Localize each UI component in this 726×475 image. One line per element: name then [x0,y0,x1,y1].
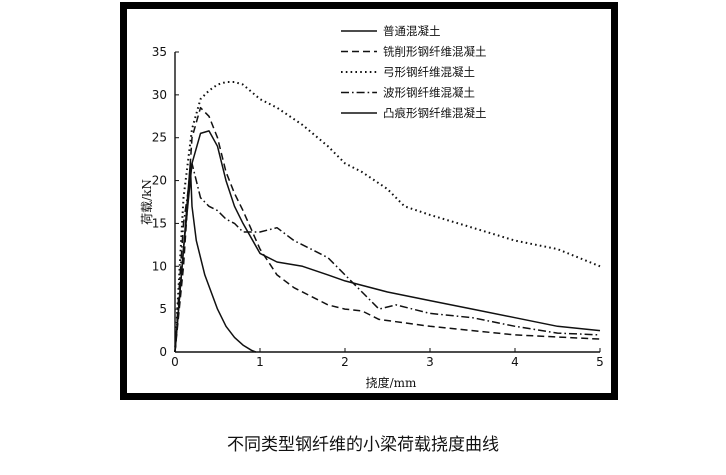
x-tick-label: 0 [171,355,179,369]
x-tick-label: 4 [511,355,519,369]
series-line-3 [174,81,601,353]
y-tick-label: 25 [152,131,167,145]
legend-label-1: 普通混凝土 [383,24,441,38]
y-tick-label: 15 [152,216,167,230]
line-chart: 0 5 10 15 20 25 30 35 0 1 2 3 4 5 普通混凝土铣削形钢纤维混凝土弓形钢纤维… [140,24,604,390]
x-tick-label: 1 [256,355,264,369]
legend-label-3: 弓形钢纤维混凝土 [383,65,475,79]
series-line-4 [174,162,601,353]
figure-frame: 0 5 10 15 20 25 30 35 0 1 2 3 4 5 普通混凝土铣削形钢纤维混凝土 弓形钢纤维… [120,2,618,400]
x-tick-label: 3 [426,355,434,369]
legend-label-4: 波形钢纤维混凝土 [383,86,475,100]
chart-area: 0 5 10 15 20 25 30 35 0 1 2 3 4 5 普通混凝土铣削形钢纤维混凝土 弓形钢纤维… [127,9,611,393]
figure-caption: 不同类型钢纤维的小梁荷载挠度曲线 [227,435,499,455]
y-tick-label: 30 [152,88,167,102]
legend-label-5: 凸痕形钢纤维混凝土 [383,106,487,120]
x-tick-label: 5 [596,355,604,369]
x-tick-label: 2 [341,355,349,369]
y-axis-label: 荷载/kN [140,179,154,225]
series-line-1 [174,162,257,353]
series-line-2 [174,106,601,353]
y-tick-label: 5 [159,302,167,316]
y-tick-label: 20 [152,174,167,188]
legend-label-2: 铣削形钢纤维混凝土 [383,45,487,59]
x-axis-label: 挠度/mm [366,375,417,390]
y-tick-label: 0 [159,345,167,359]
series-line-5 [174,130,601,353]
y-tick-label: 10 [152,259,167,273]
y-tick-label: 35 [152,45,167,59]
